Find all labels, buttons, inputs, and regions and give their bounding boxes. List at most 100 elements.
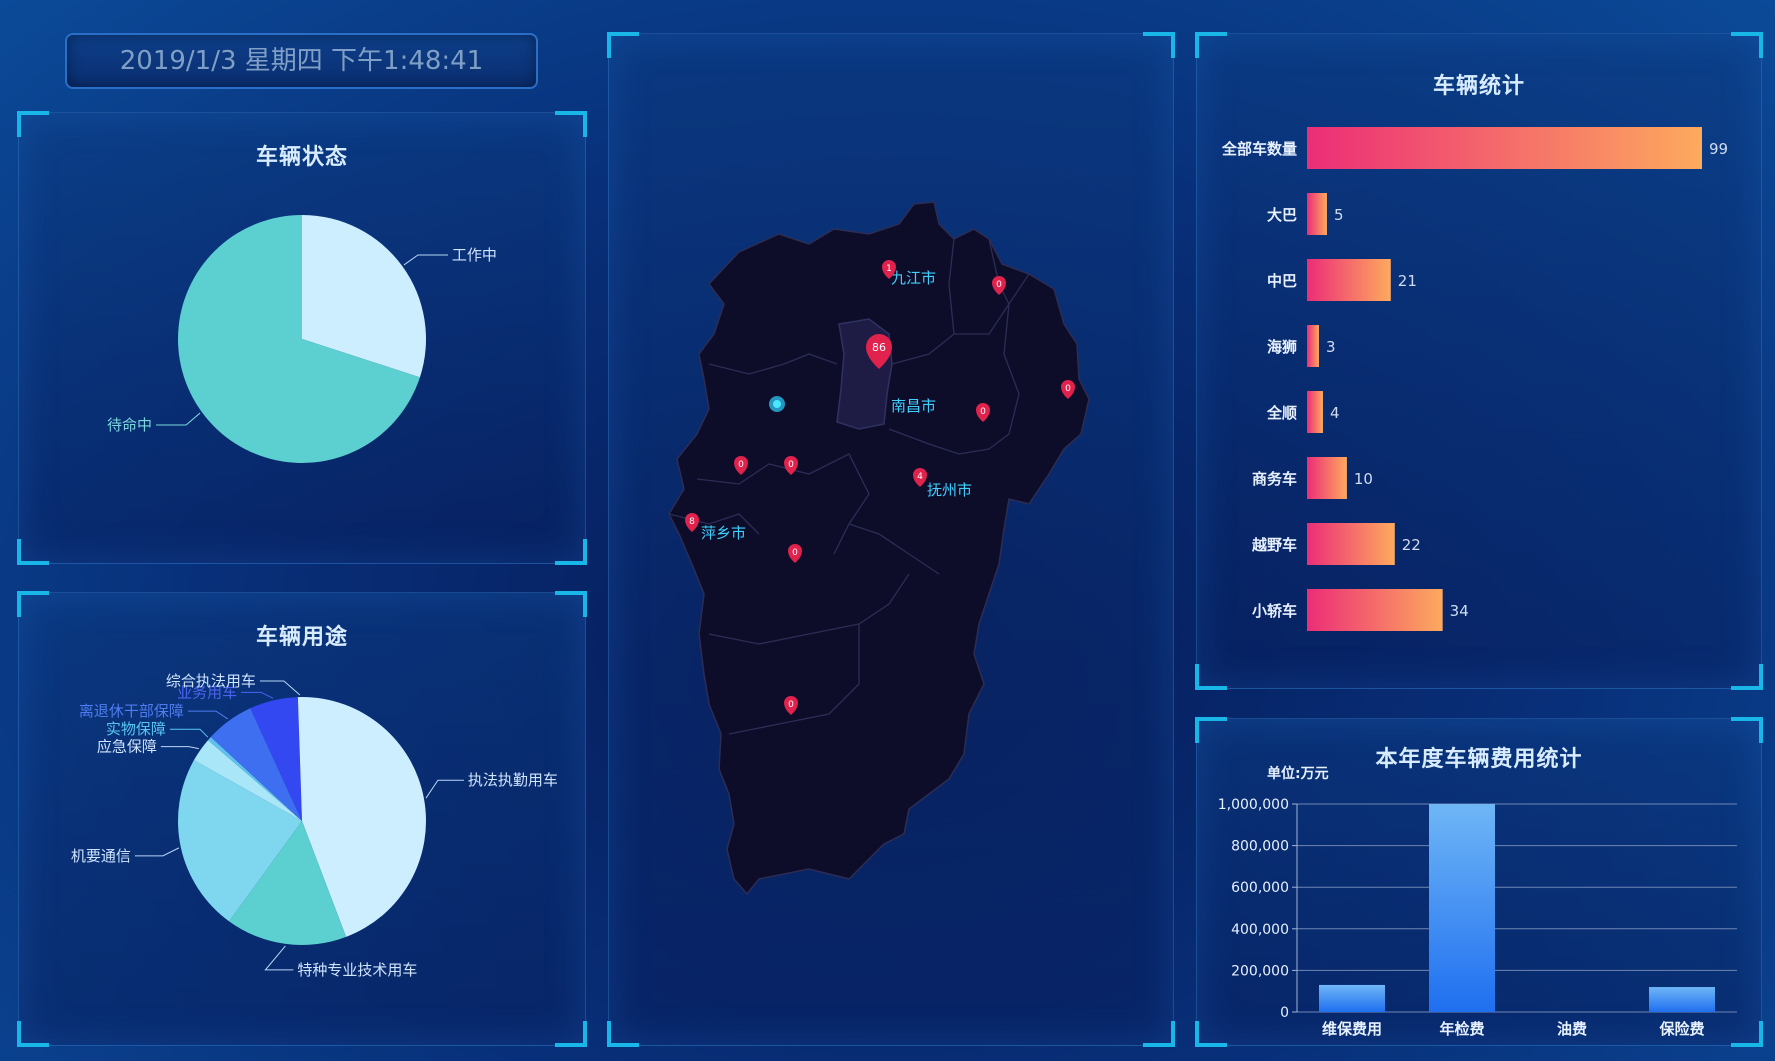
usage-pie-slice[interactable] bbox=[302, 697, 426, 937]
stats-bar-value: 34 bbox=[1450, 602, 1469, 620]
pin-count: 0 bbox=[1065, 384, 1071, 394]
cost-bar[interactable] bbox=[1429, 804, 1495, 1012]
map-pin[interactable]: 8 bbox=[685, 513, 699, 532]
stats-bar-value: 3 bbox=[1326, 338, 1336, 356]
y-tick-label: 200,000 bbox=[1231, 963, 1289, 979]
stats-bar[interactable] bbox=[1307, 325, 1319, 367]
vehicle-status-panel: 车辆状态 工作中 待命中 bbox=[17, 111, 587, 565]
vehicle-stats-bar-chart: 全部车数量 99 大巴 5 中巴 21 海狮 3 全顺 4 商务车 10 越野车 22 小轿车 34 bbox=[1221, 127, 1728, 631]
y-tick-label: 800,000 bbox=[1231, 839, 1289, 855]
corner-decoration bbox=[1195, 32, 1227, 58]
usage-pie-leader-line bbox=[259, 680, 301, 696]
y-tick-label: 600,000 bbox=[1231, 880, 1289, 896]
stats-bar[interactable] bbox=[1307, 589, 1443, 631]
region-borders bbox=[668, 238, 1030, 735]
usage-pie-slice[interactable] bbox=[297, 697, 302, 821]
status-pie-slice[interactable] bbox=[178, 215, 420, 463]
stats-bar[interactable] bbox=[1307, 193, 1327, 235]
cost-bar[interactable] bbox=[1319, 984, 1385, 1012]
y-tick-label: 1,000,000 bbox=[1218, 797, 1289, 813]
usage-pie-label: 特种专业技术用车 bbox=[297, 961, 417, 979]
vehicle-usage-title: 车辆用途 bbox=[255, 625, 348, 650]
corner-decoration bbox=[17, 111, 49, 137]
stats-bar-label: 商务车 bbox=[1252, 470, 1297, 488]
stats-bar-value: 22 bbox=[1402, 536, 1421, 554]
stats-bar[interactable] bbox=[1307, 523, 1395, 565]
stats-bar[interactable] bbox=[1307, 391, 1323, 433]
pin-count: 0 bbox=[788, 460, 794, 470]
corner-decoration bbox=[1195, 664, 1227, 690]
status-pie-slice[interactable] bbox=[302, 215, 426, 378]
corner-decoration bbox=[17, 539, 49, 565]
pin-count: 0 bbox=[738, 460, 744, 470]
stats-bar-label: 全部车数量 bbox=[1221, 140, 1297, 158]
stats-bar[interactable] bbox=[1307, 127, 1702, 169]
corner-decoration bbox=[17, 1021, 49, 1047]
stats-bar-value: 5 bbox=[1334, 206, 1344, 224]
pin-count: 4 bbox=[917, 472, 923, 482]
map-pin[interactable]: 4 bbox=[913, 468, 927, 487]
pin-count: 0 bbox=[788, 700, 794, 710]
usage-pie-slice[interactable] bbox=[210, 708, 302, 821]
x-tick-label: 年检费 bbox=[1439, 1020, 1484, 1038]
pin-count: 1 bbox=[886, 264, 892, 274]
nanchang-dot-core bbox=[773, 400, 781, 408]
usage-pie-slice[interactable] bbox=[250, 697, 302, 821]
province-map[interactable]: 九江市 南昌市 抚州市 萍乡市 1 86 4 8 0 0 bbox=[609, 34, 1175, 1047]
usage-pie-slice[interactable] bbox=[177, 760, 302, 922]
corner-decoration bbox=[607, 1021, 639, 1047]
vehicle-stats-panel: 车辆统计 全部车数量 99 大巴 5 中巴 21 海狮 3 全顺 4 商务车 10 越野车 22 小轿车 34 bbox=[1195, 32, 1763, 690]
province-shape[interactable] bbox=[668, 201, 1090, 896]
usage-pie-slice[interactable] bbox=[208, 737, 302, 821]
status-pie-label: 工作中 bbox=[452, 246, 497, 264]
city-label-nanchang[interactable]: 南昌市 bbox=[891, 397, 936, 415]
corner-decoration bbox=[607, 32, 639, 58]
vehicle-usage-panel: 车辆用途 执法执勤用车 特种专业技术用车 机要通信 应急保障 实物保障 离退休干部保障 业务… bbox=[17, 591, 587, 1047]
stats-bar-value: 4 bbox=[1330, 404, 1340, 422]
usage-pie-label: 业务用车 bbox=[177, 683, 237, 701]
x-tick-label: 保险费 bbox=[1658, 1020, 1704, 1038]
status-pie-leader-line bbox=[403, 254, 448, 266]
map-pin[interactable]: 0 bbox=[784, 456, 798, 475]
map-pin[interactable]: 0 bbox=[976, 403, 990, 422]
map-pin[interactable]: 1 bbox=[882, 260, 896, 279]
usage-pie-label: 应急保障 bbox=[97, 738, 157, 756]
city-label-fuzhou[interactable]: 抚州市 bbox=[927, 481, 972, 499]
cost-bar[interactable] bbox=[1649, 987, 1715, 1012]
pin-count: 86 bbox=[872, 341, 886, 354]
x-tick-label: 维保费用 bbox=[1322, 1020, 1382, 1038]
unit-label: 单位:万元 bbox=[1267, 765, 1329, 782]
usage-pie-leader-line bbox=[187, 710, 229, 720]
corner-decoration bbox=[555, 591, 587, 617]
usage-pie-slice[interactable] bbox=[229, 821, 347, 945]
map-pin-large[interactable]: 86 bbox=[866, 334, 892, 369]
usage-pie-leader-line bbox=[160, 746, 199, 750]
stats-bar-label: 海狮 bbox=[1267, 338, 1297, 356]
pin-count: 0 bbox=[792, 548, 798, 558]
usage-pie-label: 实物保障 bbox=[106, 720, 166, 738]
map-pin[interactable]: 0 bbox=[788, 544, 802, 563]
city-label-pingxiang[interactable]: 萍乡市 bbox=[701, 524, 746, 542]
stats-bar[interactable] bbox=[1307, 259, 1391, 301]
map-pin[interactable]: 0 bbox=[784, 696, 798, 715]
corner-decoration bbox=[555, 1021, 587, 1047]
usage-pie-leader-line bbox=[425, 779, 464, 799]
corner-decoration bbox=[1195, 1021, 1227, 1047]
usage-pie-slice[interactable] bbox=[193, 740, 302, 821]
corner-decoration bbox=[1731, 664, 1763, 690]
pin-count: 0 bbox=[996, 280, 1002, 290]
stats-bar-value: 21 bbox=[1398, 272, 1417, 290]
stats-bar-value: 10 bbox=[1354, 470, 1373, 488]
usage-pie-label: 离退休干部保障 bbox=[79, 702, 184, 720]
map-pin[interactable]: 0 bbox=[734, 456, 748, 475]
city-label-jiujiang[interactable]: 九江市 bbox=[891, 269, 936, 287]
usage-pie-leader-line bbox=[241, 691, 274, 699]
x-tick-label: 油费 bbox=[1557, 1020, 1587, 1038]
corner-decoration bbox=[555, 111, 587, 137]
stats-bar[interactable] bbox=[1307, 457, 1347, 499]
map-pin[interactable]: 0 bbox=[1061, 380, 1075, 399]
map-pin[interactable]: 0 bbox=[992, 276, 1006, 295]
stats-bar-label: 中巴 bbox=[1267, 272, 1297, 290]
vehicle-status-title: 车辆状态 bbox=[255, 145, 348, 170]
